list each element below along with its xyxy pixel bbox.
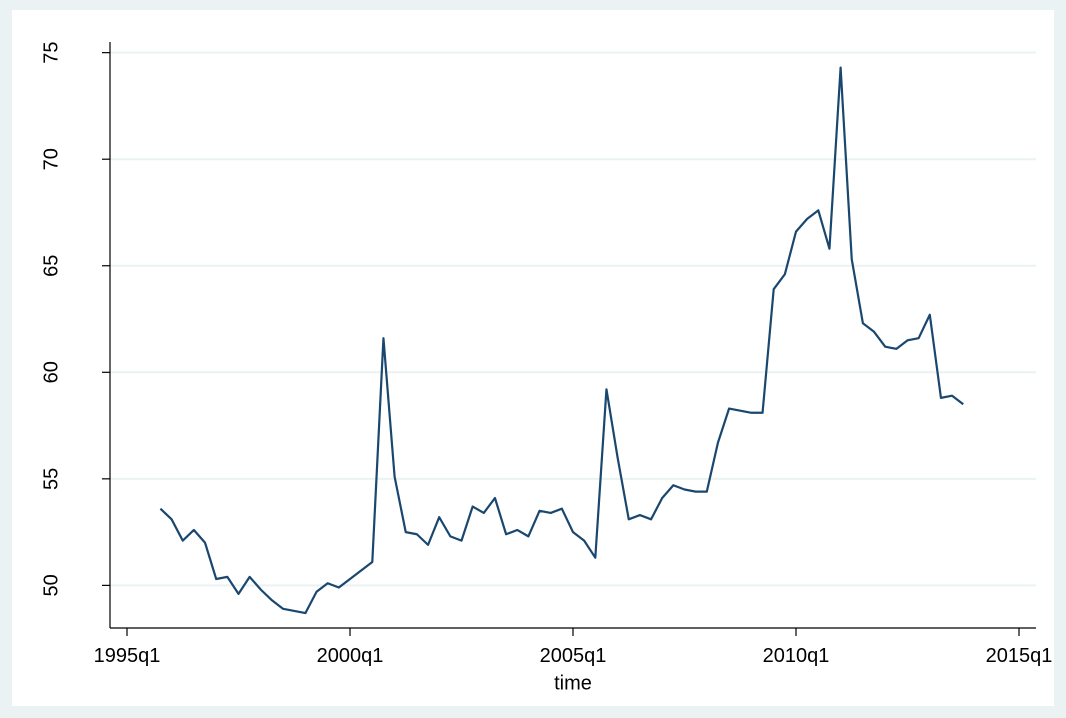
x-tick-label: 1995q1 <box>94 645 161 667</box>
y-tick-label: 55 <box>40 468 62 490</box>
data-line <box>159 66 964 615</box>
x-tick-label: 2000q1 <box>317 645 384 667</box>
y-tick-label: 60 <box>40 361 62 383</box>
y-tick-label: 75 <box>40 42 62 64</box>
x-tick-label: 2010q1 <box>763 645 830 667</box>
y-tick-label: 65 <box>40 255 62 277</box>
y-tick-label: 50 <box>40 574 62 596</box>
plot-region <box>12 10 1054 706</box>
y-tick-label: 70 <box>40 148 62 170</box>
x-tick-label: 2005q1 <box>540 645 607 667</box>
x-tick-label: 2015q1 <box>986 645 1053 667</box>
x-axis-title: time <box>554 672 592 694</box>
